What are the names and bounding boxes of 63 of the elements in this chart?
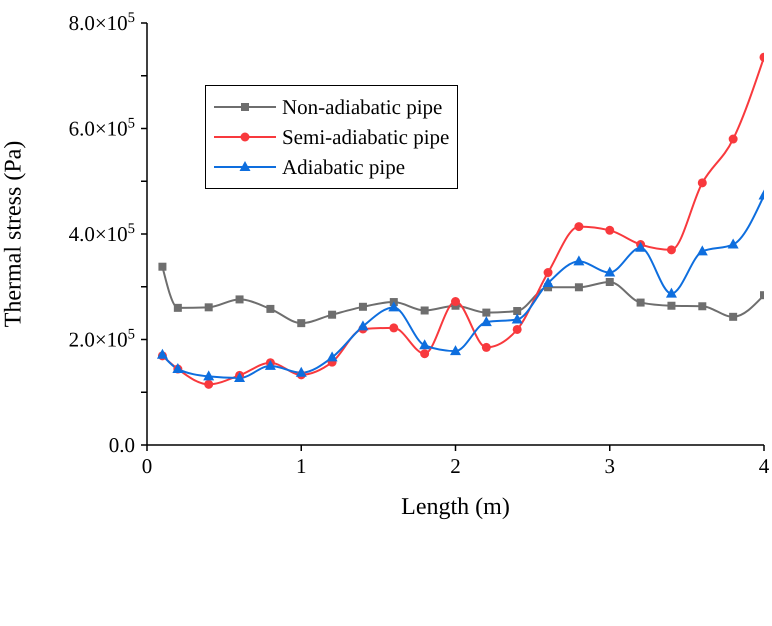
point	[696, 245, 708, 256]
y-tick-label: 6.0×10$^{5}$	[68, 116, 135, 140]
y-tick-label: 2.0×10$^{5}$	[68, 326, 135, 352]
point	[234, 372, 246, 382]
point	[666, 245, 676, 254]
point	[666, 288, 677, 298]
point	[512, 324, 522, 334]
point	[606, 278, 614, 286]
point	[358, 302, 367, 311]
legend-label: Adiabatic pipe	[282, 154, 406, 181]
x-axis-title: Length (m)	[401, 494, 510, 520]
y-tick-label: 4.0×10$^{5}$	[68, 221, 135, 246]
point	[450, 345, 461, 356]
point	[328, 310, 336, 319]
point	[513, 307, 522, 316]
point	[729, 312, 738, 321]
point	[420, 349, 430, 358]
point	[158, 262, 166, 271]
point	[728, 134, 738, 144]
point	[544, 268, 553, 278]
legend-label: Non-adiabatic pipe	[282, 94, 442, 121]
y-axis-title: Thermal stress (Pa)	[0, 140, 27, 328]
point	[574, 222, 584, 232]
y-tick-label: 0.0	[108, 433, 135, 457]
point	[635, 242, 646, 252]
point	[419, 339, 430, 350]
legend-label: Semi-adiabatic pipe	[282, 124, 450, 151]
x-tick-label: 0	[142, 454, 152, 478]
x-tick-label: 4	[758, 454, 770, 478]
point	[204, 380, 214, 389]
point	[156, 348, 168, 359]
x-tick-label: 1	[296, 454, 306, 478]
point	[451, 297, 460, 306]
point	[573, 255, 584, 266]
point	[698, 302, 706, 310]
point	[667, 302, 676, 310]
point	[698, 178, 707, 188]
point	[542, 277, 554, 288]
point	[420, 306, 429, 314]
point	[604, 266, 616, 277]
point	[297, 319, 306, 328]
point	[605, 226, 614, 235]
point	[264, 360, 276, 370]
x-tick-label: 2	[450, 454, 461, 478]
point	[326, 351, 338, 362]
point	[482, 308, 490, 317]
point	[636, 298, 645, 307]
point	[203, 370, 214, 380]
point	[236, 295, 244, 304]
point	[728, 238, 739, 249]
point	[482, 342, 491, 352]
y-tick-label: 8.0×10$^{5}$	[68, 10, 135, 35]
point	[574, 283, 583, 292]
point	[204, 303, 213, 312]
point	[512, 313, 523, 324]
point	[480, 316, 492, 326]
point	[389, 323, 398, 332]
point	[388, 301, 400, 312]
point	[296, 366, 307, 377]
point	[357, 320, 368, 330]
point	[174, 304, 182, 312]
x-tick-label: 3	[604, 454, 615, 478]
point	[266, 304, 274, 313]
